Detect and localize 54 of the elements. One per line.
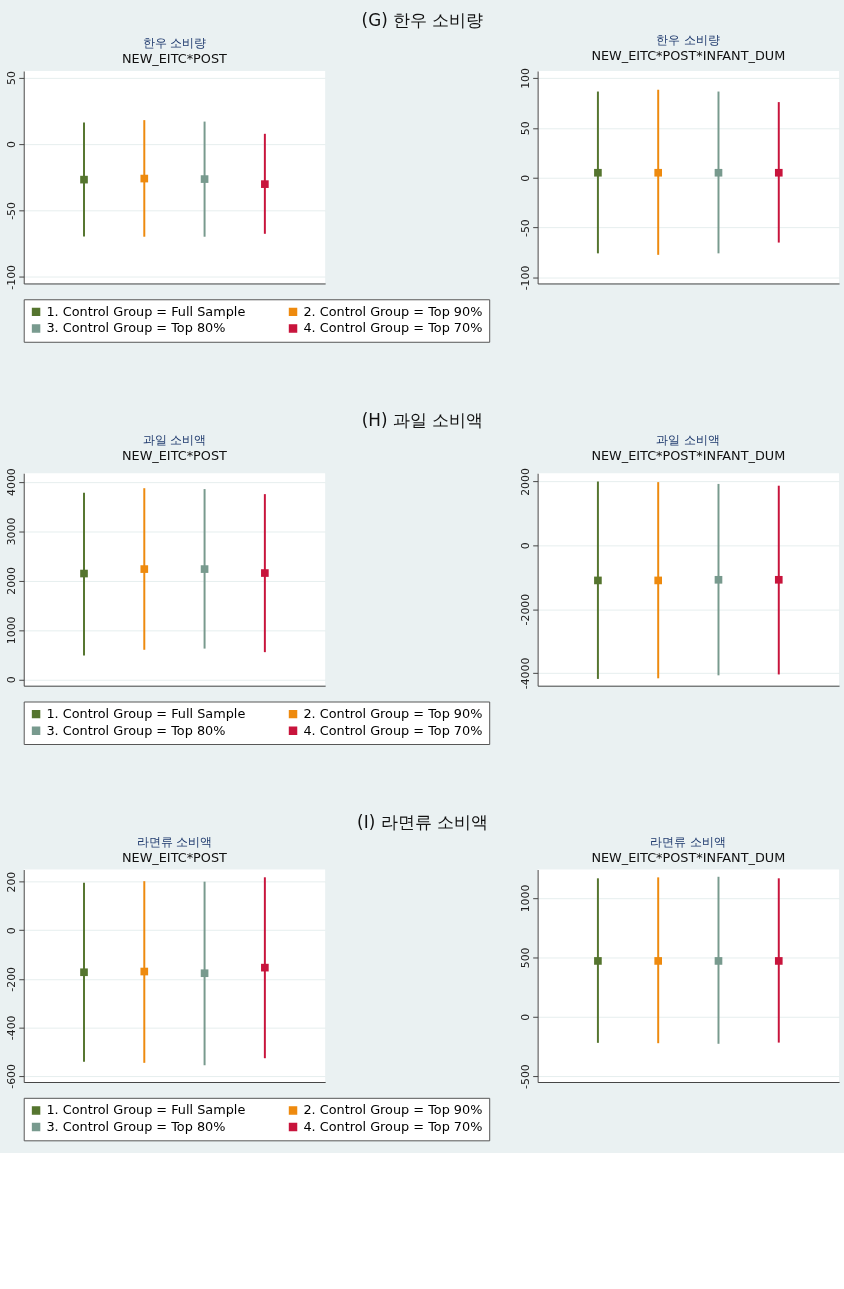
y-tick-label: 50 (5, 71, 19, 86)
y-tick-label: 0 (5, 140, 19, 148)
y-tick-label: 4000 (5, 468, 19, 496)
legend-label: 1. Control Group = Full Sample (46, 1102, 246, 1118)
y-tick-label: 2000 (519, 468, 533, 496)
y-tick-label: -50 (5, 201, 19, 220)
y-tick-label: 2000 (5, 567, 19, 595)
y-tick-label: 3000 (5, 517, 19, 546)
legend-label: 4. Control Group = Top 70% (303, 722, 483, 738)
y-tick-label: -100 (5, 264, 19, 290)
chart-title: 과일 소비액 (142, 433, 207, 448)
y-tick-label: -100 (519, 265, 533, 291)
y-tick-label: 50 (519, 121, 533, 136)
legend-label: 2. Control Group = Top 90% (303, 1102, 483, 1118)
y-tick-label: -2000 (519, 593, 533, 626)
y-tick-label: 0 (5, 676, 19, 684)
y-tick-label: -400 (5, 1015, 19, 1041)
chart-title: 한우 소비량 (656, 32, 721, 47)
chart-subtitle: NEW_EITC*POST (121, 849, 228, 865)
chart-title: 과일 소비액 (656, 432, 721, 447)
legend-label: 2. Control Group = Top 90% (303, 303, 483, 319)
chart-title: 한우 소비량 (142, 35, 207, 50)
y-tick-label: 500 (519, 947, 533, 969)
legend-label: 3. Control Group = Top 80% (46, 722, 226, 738)
y-tick-label: -4000 (519, 657, 533, 690)
chart-title: 라면류 소비액 (136, 834, 213, 849)
legend-label: 4. Control Group = Top 70% (303, 1118, 483, 1134)
y-tick-label: -500 (519, 1064, 533, 1089)
legend-label: 4. Control Group = Top 70% (303, 320, 483, 336)
text: (I) 라면류 소비액 (357, 812, 488, 833)
y-tick-label: -50 (519, 219, 533, 237)
text: (G) 한우 소비량 (361, 10, 484, 31)
chart-subtitle: NEW_EITC*POST*INFANT_DUM (591, 447, 786, 463)
y-tick-label: 100 (519, 68, 533, 89)
y-tick-label: 0 (519, 174, 533, 182)
chart-subtitle: NEW_EITC*POST (121, 447, 228, 463)
y-tick-label: -600 (5, 1064, 19, 1089)
y-tick-label: 0 (519, 1013, 533, 1021)
chart-subtitle: NEW_EITC*POST (121, 50, 228, 66)
chart-subtitle: NEW_EITC*POST*INFANT_DUM (591, 849, 786, 865)
text: (H) 과일 소비액 (361, 410, 484, 431)
legend-label: 3. Control Group = Top 80% (46, 320, 226, 336)
legend-label: 2. Control Group = Top 90% (303, 706, 483, 722)
y-tick-label: -200 (5, 966, 19, 992)
legend-label: 1. Control Group = Full Sample (46, 303, 246, 319)
legend-label: 1. Control Group = Full Sample (46, 706, 246, 722)
y-tick-label: 0 (519, 542, 533, 550)
y-tick-label: 1000 (5, 616, 19, 645)
chart-title: 라면류 소비액 (650, 834, 727, 849)
chart-subtitle: NEW_EITC*POST*INFANT_DUM (591, 47, 786, 63)
y-tick-label: 0 (5, 927, 19, 935)
legend-label: 3. Control Group = Top 80% (46, 1118, 226, 1134)
y-tick-label: 200 (5, 871, 19, 893)
y-tick-label: 1000 (519, 884, 533, 913)
